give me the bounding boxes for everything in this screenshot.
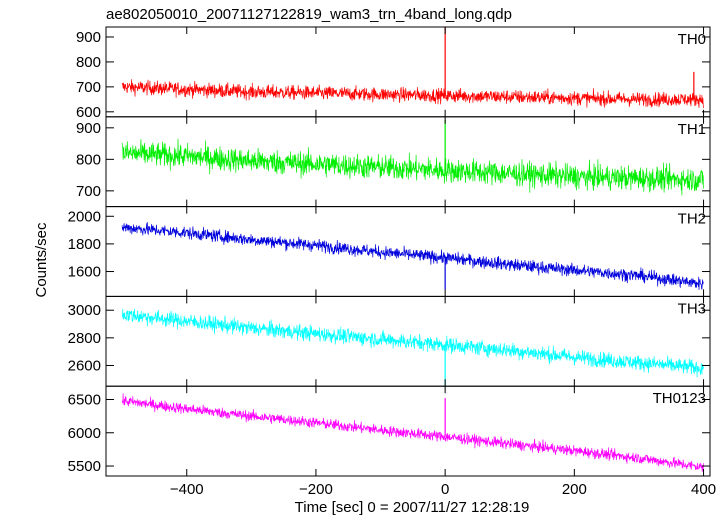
series-line-th3 xyxy=(121,308,704,378)
panel-th1: 700 800 900 TH1 xyxy=(76,116,711,208)
panel-th0: 600 700 800 900 TH0 xyxy=(76,26,711,121)
panel-label: TH0123 xyxy=(653,390,706,407)
y-tick-label: 1600 xyxy=(68,264,101,281)
y-tick-label: 700 xyxy=(76,79,101,96)
panel-th3: 2600 2800 3000 TH3 xyxy=(68,295,711,387)
y-tick-label: 700 xyxy=(76,183,101,200)
chart-title: ae802050010_20071127122819_wam3_trn_4ban… xyxy=(106,6,512,23)
y-tick-label: 2000 xyxy=(68,208,101,225)
x-tick-label: 200 xyxy=(562,481,587,498)
y-tick-label: 800 xyxy=(76,151,101,168)
panel-label: TH0 xyxy=(678,31,706,48)
panel-label: TH1 xyxy=(678,121,706,138)
series-line-th2 xyxy=(121,222,704,291)
panel-label: TH3 xyxy=(678,300,706,317)
y-tick-label: 900 xyxy=(76,120,101,137)
y-tick-label: 3000 xyxy=(68,302,101,319)
y-tick-label: 900 xyxy=(76,29,101,46)
series-line-th1 xyxy=(121,138,704,196)
y-tick-label: 6500 xyxy=(68,392,101,409)
panel-frame xyxy=(105,26,711,118)
y-tick-label: 1800 xyxy=(68,236,101,253)
y-tick-label: 5500 xyxy=(68,458,101,475)
panel-frame xyxy=(105,385,711,477)
panel-label: TH2 xyxy=(678,211,706,228)
x-tick-label: −200 xyxy=(299,481,333,498)
y-tick-label: 600 xyxy=(76,104,101,121)
x-tick-label: 0 xyxy=(441,481,449,498)
y-tick-label: 800 xyxy=(76,54,101,71)
y-tick-label: 2600 xyxy=(68,357,101,374)
y-tick-label: 6000 xyxy=(68,425,101,442)
x-tick-label: −400 xyxy=(170,481,204,498)
x-axis-label: Time [sec] 0 = 2007/11/27 12:28:19 xyxy=(295,499,530,516)
x-tick-labels: −400 −200 0 200 400 xyxy=(170,481,716,498)
x-tick-label: 400 xyxy=(691,481,716,498)
panel-th0123: 5500 6000 6500 TH0123 xyxy=(68,385,711,477)
y-axis-label: Counts/sec xyxy=(33,222,50,298)
panels-group: 600 700 800 900 TH0 700 800 900 TH1 1600 1800 2000 T… xyxy=(68,26,711,477)
series-line-th0 xyxy=(121,79,704,109)
panel-th2: 1600 1800 2000 TH2 xyxy=(68,206,711,297)
series-line-th0123 xyxy=(121,393,704,472)
y-tick-label: 2800 xyxy=(68,330,101,347)
